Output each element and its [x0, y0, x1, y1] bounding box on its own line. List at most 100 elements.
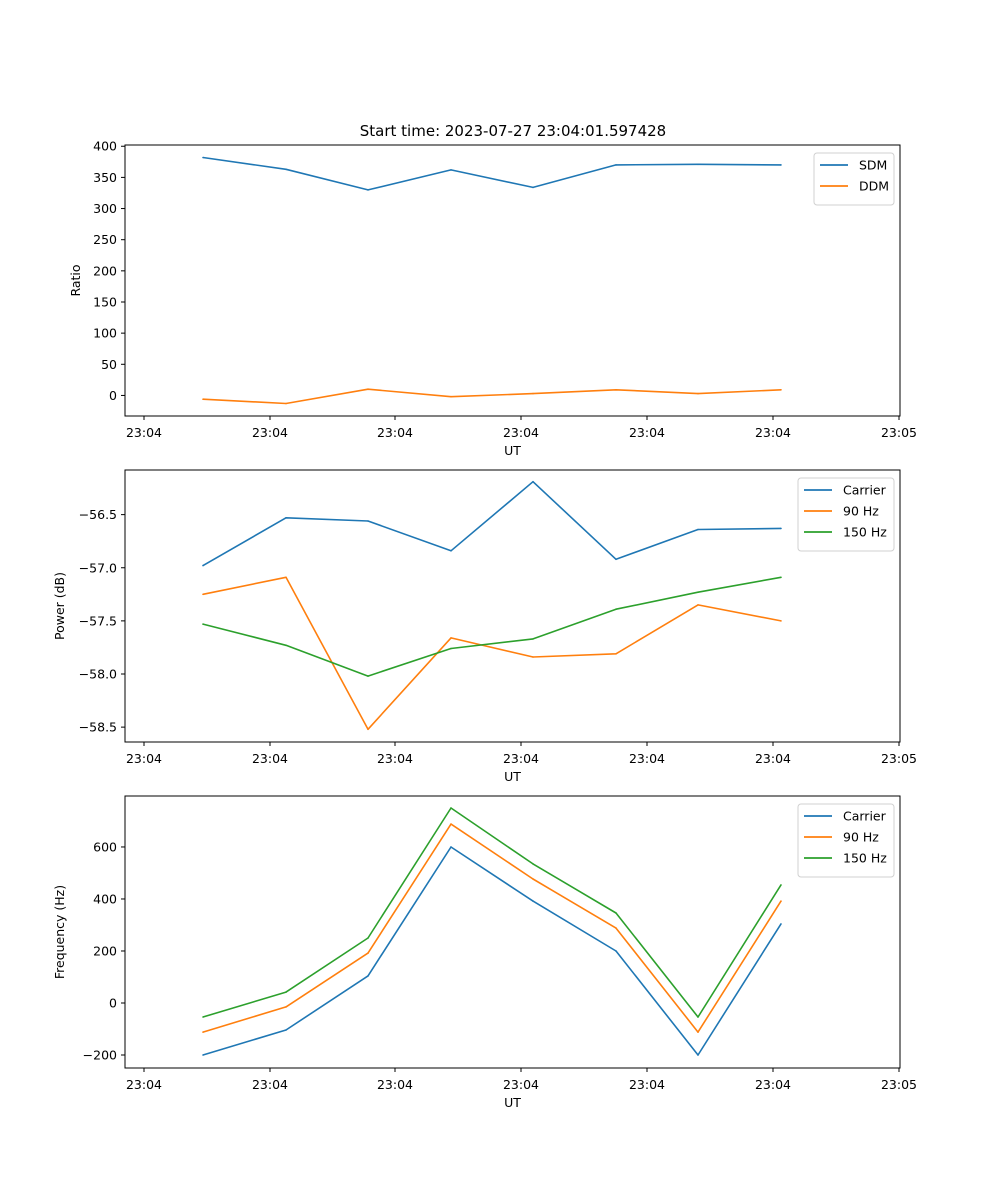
data-point — [367, 520, 369, 522]
data-point — [285, 402, 287, 405]
data-point — [532, 186, 534, 189]
axes-frame — [124, 144, 901, 417]
x-tick-label: 23:05 — [881, 1077, 917, 1092]
legend-label: 150 Hz — [843, 851, 887, 866]
x-tick-label: 23:04 — [252, 425, 288, 440]
data-point — [697, 1031, 699, 1033]
legend-label: DDM — [859, 179, 889, 194]
series-line-90-hz — [202, 576, 782, 731]
data-point — [367, 675, 369, 677]
data-point — [532, 656, 534, 658]
series-line-ddm — [202, 388, 782, 405]
data-point — [697, 1054, 699, 1056]
y-tick-label: −200 — [83, 1047, 117, 1062]
data-point — [615, 558, 617, 561]
data-point — [202, 623, 204, 625]
chart-title: Start time: 2023-07-27 23:04:01.597428 — [360, 122, 666, 140]
y-tick-label: −57.5 — [79, 613, 117, 628]
data-point — [697, 163, 699, 166]
data-point — [285, 1006, 287, 1008]
data-point — [780, 527, 782, 530]
data-point — [532, 878, 534, 880]
series-line-carrier — [202, 846, 782, 1056]
data-point — [615, 912, 617, 914]
data-point — [615, 950, 617, 952]
legend: Carrier 90 Hz 150 Hz — [797, 477, 895, 552]
series-line-150-hz — [202, 576, 782, 677]
data-point — [202, 1016, 204, 1018]
subplot-3: 23:04 23:04 23:04 23:04 23:04 23:04 23:05 −200 0… — [52, 795, 917, 1110]
data-point — [367, 937, 369, 939]
data-point — [202, 1031, 204, 1033]
y-axis-label: Ratio — [68, 264, 83, 296]
data-point — [615, 389, 617, 391]
x-tick-label: 23:04 — [252, 751, 288, 766]
legend-label: SDM — [859, 158, 887, 173]
x-tick-label: 23:04 — [629, 1077, 665, 1092]
x-tick-label: 23:04 — [755, 1077, 791, 1092]
y-tick-label: 100 — [93, 326, 117, 341]
data-point — [450, 647, 452, 650]
y-tick-label: 0 — [109, 995, 117, 1010]
data-point — [697, 392, 699, 395]
x-tick-label: 23:04 — [503, 425, 539, 440]
data-point — [285, 1029, 287, 1031]
data-point — [450, 637, 452, 639]
data-point — [615, 608, 617, 610]
data-point — [367, 952, 369, 954]
axes-frame — [124, 469, 901, 743]
data-point — [532, 392, 534, 395]
x-tick-label: 23:04 — [503, 751, 539, 766]
data-point — [615, 164, 617, 166]
data-point — [367, 728, 369, 731]
subplot-2: 23:04 23:04 23:04 23:04 23:04 23:04 23:05 −58.5… — [52, 469, 917, 784]
data-point — [697, 591, 699, 593]
y-tick-label: 250 — [93, 232, 117, 247]
data-point — [615, 927, 617, 929]
y-tick-label: −56.5 — [79, 507, 117, 522]
y-tick-label: 50 — [101, 357, 117, 372]
data-point — [202, 564, 204, 567]
y-tick-label: 0 — [109, 388, 117, 403]
data-point — [780, 389, 782, 391]
x-tick-label: 23:04 — [377, 425, 413, 440]
data-point — [450, 823, 452, 825]
data-point — [532, 900, 534, 902]
data-point — [615, 653, 617, 655]
y-tick-label: −58.0 — [79, 667, 117, 682]
series-line-90-hz — [202, 823, 782, 1033]
y-tick-label: −58.5 — [79, 720, 117, 735]
data-point — [780, 884, 782, 886]
data-point — [202, 156, 204, 159]
x-tick-label: 23:04 — [629, 751, 665, 766]
x-tick-label: 23:04 — [126, 751, 162, 766]
data-point — [780, 900, 782, 902]
data-point — [202, 1054, 204, 1056]
x-tick-label: 23:04 — [755, 425, 791, 440]
data-point — [697, 528, 699, 531]
data-point — [450, 846, 452, 848]
y-axis-label: Power (dB) — [52, 572, 67, 640]
x-tick-label: 23:04 — [377, 751, 413, 766]
y-tick-label: −57.0 — [79, 560, 117, 575]
data-point — [367, 189, 369, 191]
legend-label: Carrier — [843, 809, 887, 824]
data-point — [202, 398, 204, 401]
legend-label: 90 Hz — [843, 830, 879, 845]
x-tick-label: 23:04 — [377, 1077, 413, 1092]
y-tick-label: 150 — [93, 294, 117, 309]
y-tick-label: 200 — [93, 943, 117, 958]
y-tick-label: 350 — [93, 170, 117, 185]
data-point — [285, 576, 287, 579]
data-point — [450, 395, 452, 398]
x-tick-label: 23:04 — [503, 1077, 539, 1092]
x-tick-label: 23:04 — [629, 425, 665, 440]
data-point — [450, 807, 452, 809]
data-point — [780, 164, 782, 166]
x-tick-label: 23:04 — [126, 1077, 162, 1092]
legend: Carrier 90 Hz 150 Hz — [797, 803, 895, 878]
x-tick-label: 23:04 — [126, 425, 162, 440]
y-tick-label: 400 — [93, 139, 117, 154]
data-point — [780, 923, 782, 925]
